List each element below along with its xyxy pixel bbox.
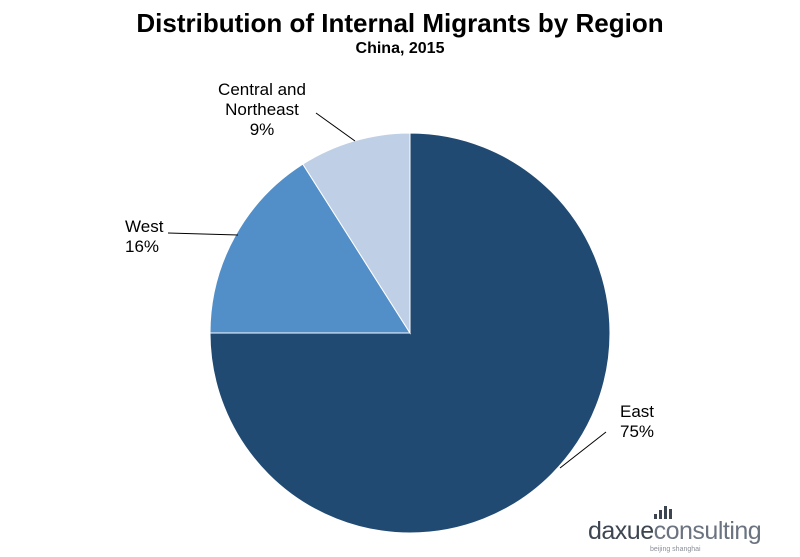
- chart-subtitle: China, 2015: [355, 40, 445, 57]
- logo-bars-icon: [654, 506, 672, 519]
- logo-brand-dark: daxue: [588, 517, 654, 545]
- daxue-consulting-logo: daxueconsulting beijing shanghai: [588, 505, 788, 557]
- logo-tagline: beijing shanghai: [650, 546, 701, 553]
- logo-brand-light: consulting: [653, 517, 762, 545]
- slice-value-label: 75%: [620, 422, 654, 441]
- slice-name-label: West: [125, 217, 164, 236]
- slice-name-label: Northeast: [225, 100, 299, 119]
- pie-slice-east: [209, 132, 611, 534]
- slice-value-label: 16%: [125, 237, 159, 256]
- pie-slice-west: [209, 163, 411, 334]
- leader-line: [559, 431, 607, 469]
- slice-value-label: 9%: [250, 120, 275, 139]
- leader-line: [167, 232, 239, 236]
- chart-title: Distribution of Internal Migrants by Reg…: [136, 8, 664, 38]
- slice-name-label: Central and: [218, 80, 306, 99]
- leader-line: [315, 112, 356, 142]
- slice-name-label: East: [620, 402, 654, 421]
